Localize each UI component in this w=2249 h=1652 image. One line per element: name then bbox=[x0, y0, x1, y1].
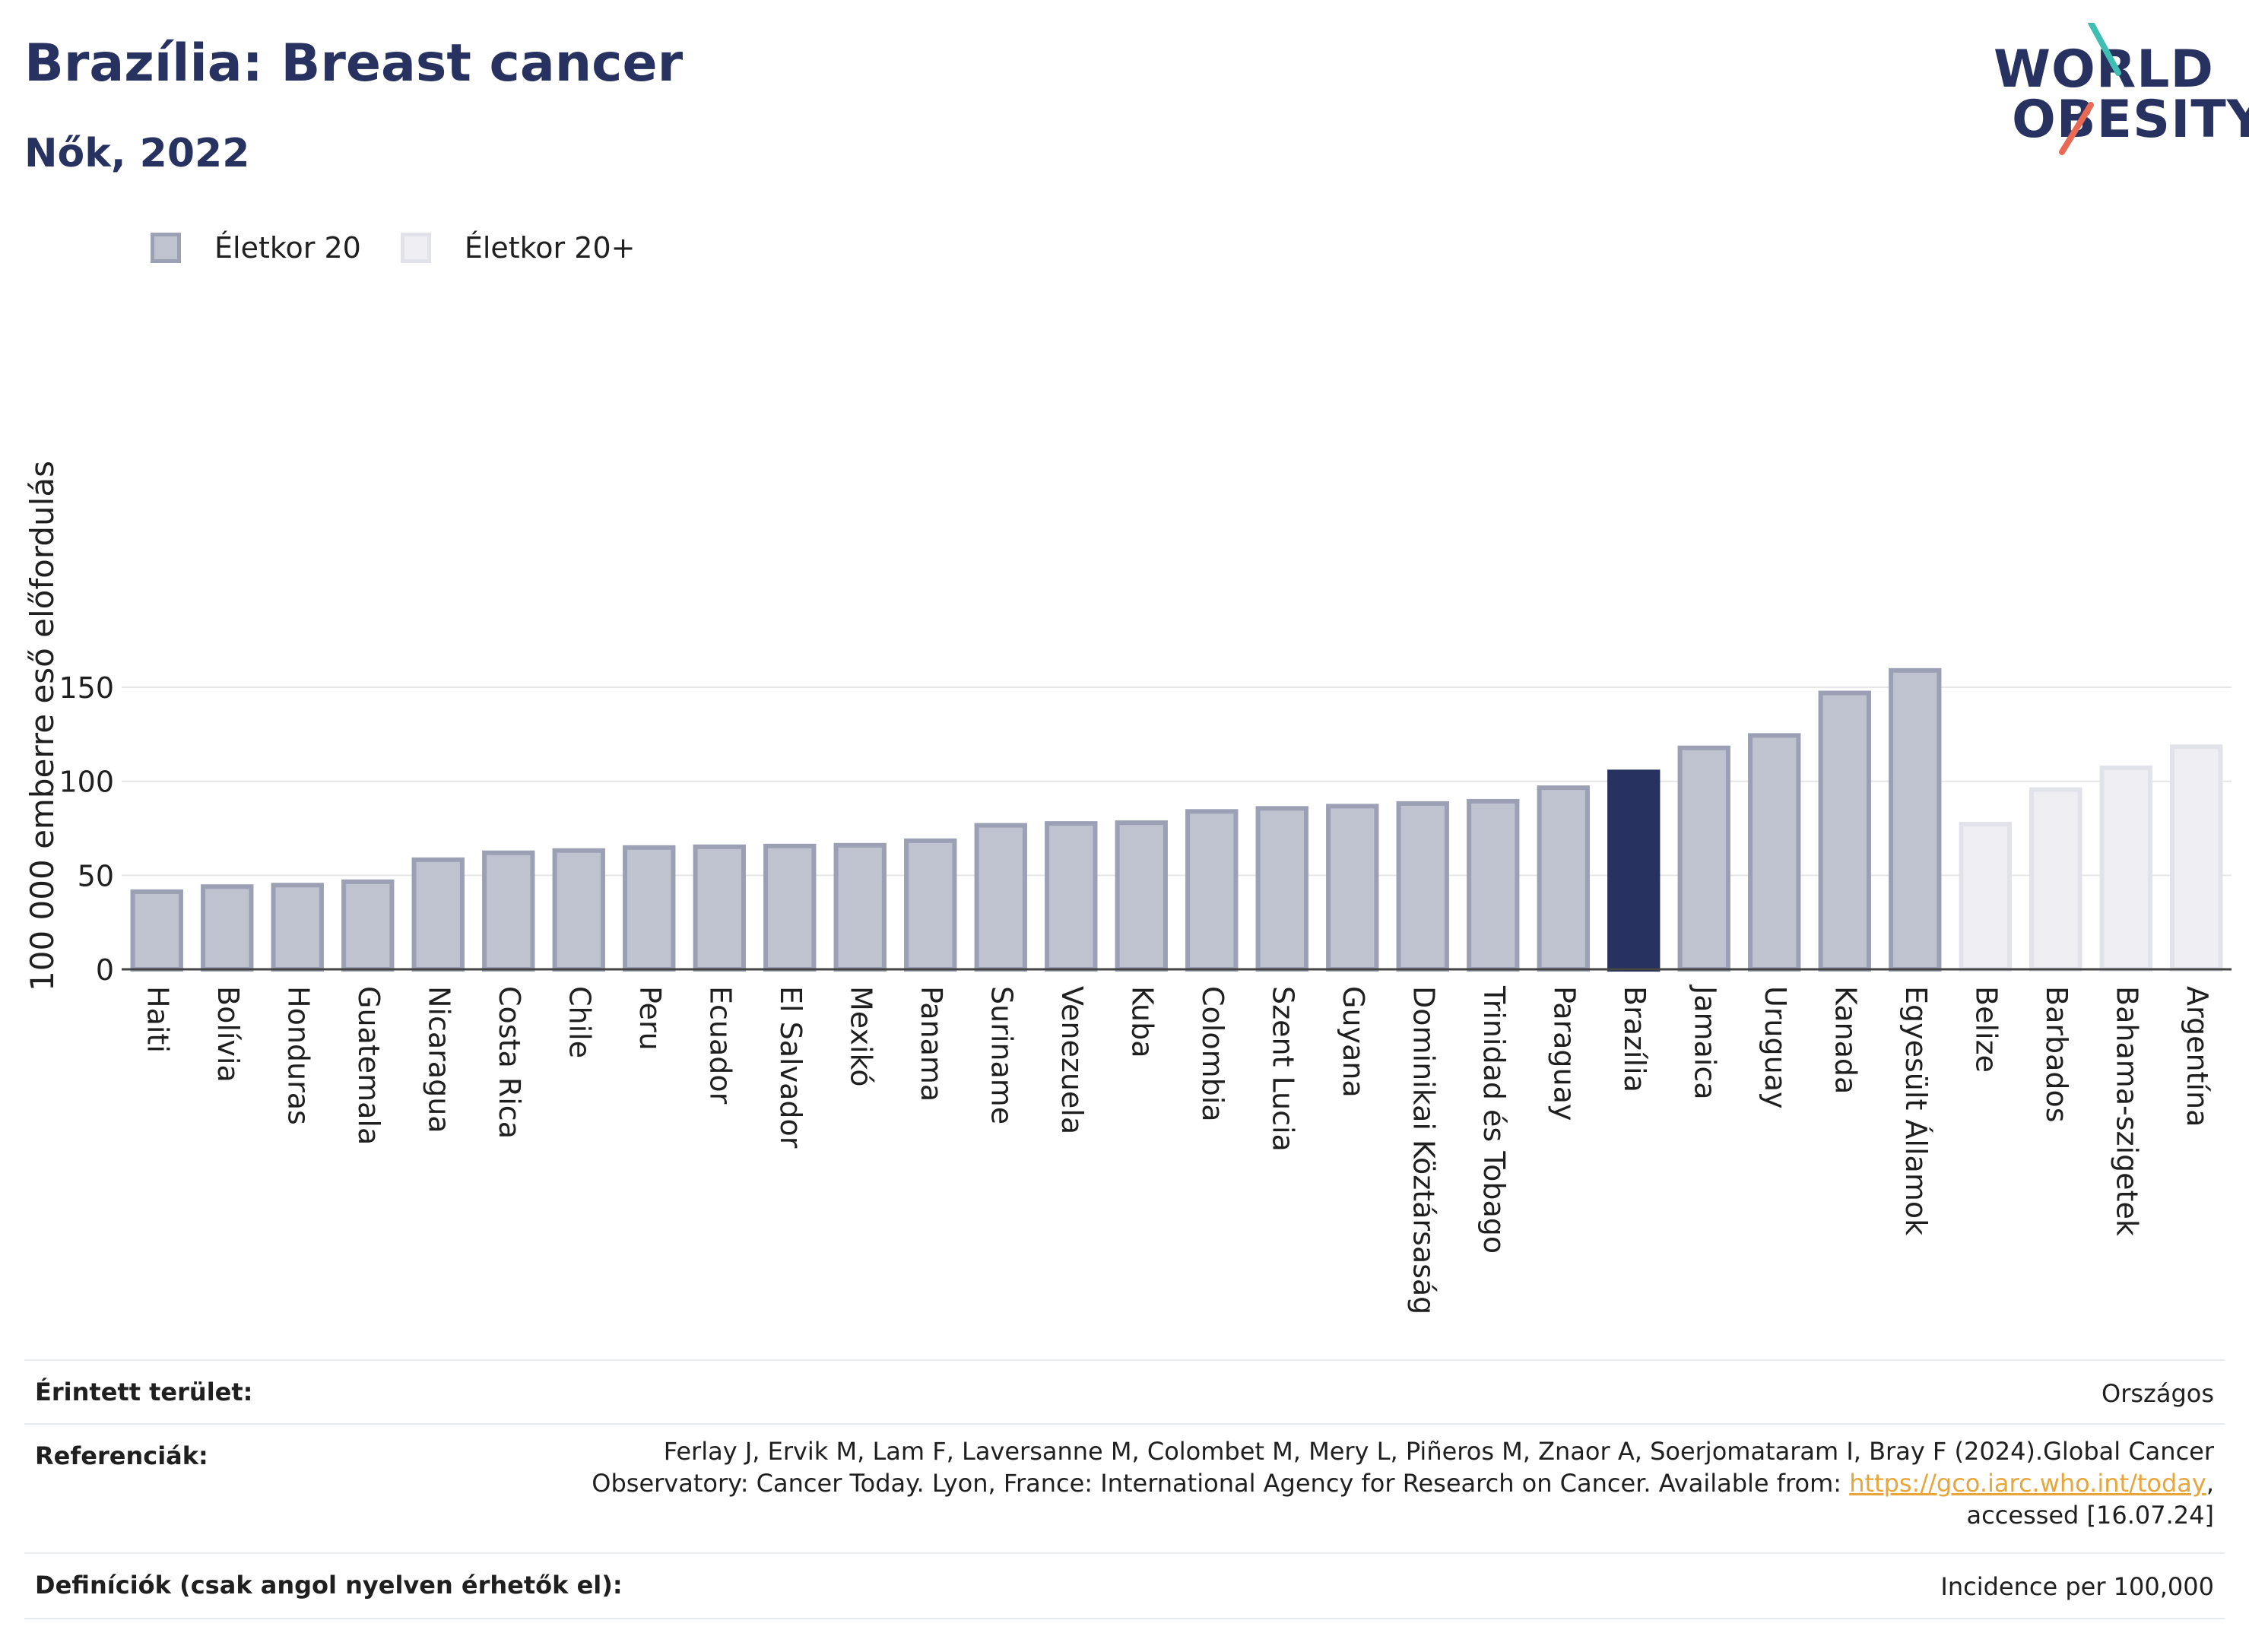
bar-4 bbox=[411, 857, 465, 972]
legend-label-age-20-plus: Életkor 20+ bbox=[464, 231, 636, 265]
x-tick-label-15: Colombia bbox=[1196, 986, 1229, 1122]
bar-24 bbox=[1818, 690, 1871, 972]
x-tick-label-10: Mexikó bbox=[844, 986, 877, 1086]
legend-swatch-age-20-plus bbox=[400, 233, 431, 263]
bar-3 bbox=[341, 879, 395, 972]
x-tick-label-4: Nicaragua bbox=[422, 986, 455, 1134]
bar-11 bbox=[904, 838, 957, 972]
x-tick-label-23: Uruguay bbox=[1759, 986, 1792, 1109]
bar-18 bbox=[1396, 801, 1449, 972]
bar-16 bbox=[1255, 806, 1308, 972]
y-tick-label-0: 0 bbox=[96, 953, 114, 987]
info-ref-label: Referenciák: bbox=[35, 1441, 208, 1470]
bar-1 bbox=[201, 884, 254, 972]
legend-item-age-20-plus[interactable]: Életkor 20+ bbox=[400, 231, 636, 265]
x-tick-label-21: Brazília bbox=[1618, 986, 1651, 1092]
x-tick-label-18: Dominikai Köztársaság bbox=[1407, 986, 1440, 1314]
ref-line-2: Observatory: Cancer Today. Lyon, France:… bbox=[592, 1467, 2214, 1499]
x-tick-label-8: Ecuador bbox=[703, 986, 737, 1105]
bar-22 bbox=[1677, 745, 1730, 972]
ref-line-2-text: Observatory: Cancer Today. Lyon, France:… bbox=[592, 1469, 1850, 1498]
x-tick-label-6: Chile bbox=[563, 986, 596, 1058]
logo-line-2: OBESITY bbox=[2012, 90, 2249, 150]
legend-swatch-age-20 bbox=[151, 233, 181, 263]
x-tick-label-24: Kanada bbox=[1829, 986, 1862, 1094]
info-def-value: Incidence per 100,000 bbox=[1940, 1572, 2214, 1601]
bar-7 bbox=[623, 845, 676, 972]
y-tick-label-150: 150 bbox=[59, 671, 114, 705]
bar-12 bbox=[974, 823, 1027, 972]
info-row-area: Érintett terület: Országos bbox=[24, 1359, 2225, 1425]
bar-15 bbox=[1185, 809, 1239, 972]
bar-9 bbox=[763, 843, 817, 972]
ref-line-2-end: , bbox=[2206, 1469, 2214, 1498]
bar-14 bbox=[1115, 820, 1168, 972]
x-tick-label-16: Szent Lucia bbox=[1266, 986, 1299, 1152]
reference-link[interactable]: https://gco.iarc.who.int/today bbox=[1849, 1469, 2206, 1498]
x-tick-label-22: Jamaica bbox=[1688, 985, 1721, 1100]
bar-6 bbox=[552, 848, 605, 972]
bar-29 bbox=[2170, 744, 2223, 972]
x-tick-label-29: Argentína bbox=[2181, 986, 2214, 1127]
x-tick-label-28: Bahama-szigetek bbox=[2110, 986, 2143, 1236]
x-tick-label-14: Kuba bbox=[1125, 986, 1159, 1058]
chart-title: Brazília: Breast cancer bbox=[24, 33, 684, 94]
info-area-label: Érintett terület: bbox=[35, 1378, 253, 1406]
bar-21 bbox=[1607, 769, 1661, 972]
legend-label-age-20: Életkor 20 bbox=[214, 231, 361, 265]
x-tick-label-20: Paraguay bbox=[1547, 986, 1581, 1121]
ref-line-3: accessed [16.07.24] bbox=[1966, 1501, 2214, 1530]
chart-subtitle: Nők, 2022 bbox=[24, 131, 250, 176]
x-tick-label-25: Egyesült Államok bbox=[1899, 986, 1933, 1235]
bar-10 bbox=[833, 842, 887, 972]
x-tick-label-7: Peru bbox=[633, 986, 667, 1051]
logo-slash-icon bbox=[2059, 23, 2121, 155]
y-axis-title: 100 000 emberre eső előfordulás bbox=[24, 461, 61, 991]
bar-17 bbox=[1326, 804, 1379, 972]
chart-legend: Életkor 20 Életkor 20+ bbox=[151, 225, 674, 271]
bar-0 bbox=[130, 889, 183, 972]
x-tick-label-5: Costa Rica bbox=[493, 986, 526, 1139]
world-obesity-logo: WORLD OBESITY bbox=[1984, 23, 2249, 160]
legend-item-age-20[interactable]: Életkor 20 bbox=[151, 231, 361, 265]
x-tick-label-11: Panama bbox=[915, 986, 948, 1102]
bar-8 bbox=[693, 844, 746, 972]
x-tick-label-9: El Salvador bbox=[774, 986, 807, 1149]
bar-23 bbox=[1748, 733, 1801, 972]
bar-13 bbox=[1045, 821, 1098, 972]
bar-5 bbox=[482, 850, 535, 972]
info-area-value: Országos bbox=[2101, 1379, 2214, 1408]
x-tick-label-12: Suriname bbox=[985, 986, 1018, 1124]
x-tick-label-17: Guyana bbox=[1337, 986, 1370, 1098]
x-tick-label-26: Belize bbox=[1969, 986, 2003, 1073]
y-tick-label-50: 50 bbox=[78, 859, 114, 893]
x-tick-label-2: Honduras bbox=[281, 986, 315, 1125]
bar-28 bbox=[2099, 765, 2152, 972]
x-tick-label-1: Bolívia bbox=[211, 986, 245, 1083]
x-tick-label-3: Guatemala bbox=[352, 986, 385, 1145]
bar-2 bbox=[271, 883, 324, 972]
bar-26 bbox=[1959, 822, 2012, 972]
y-tick-label-100: 100 bbox=[59, 766, 114, 799]
x-tick-label-27: Barbados bbox=[2040, 986, 2073, 1123]
info-row-references: Referenciák: Ferlay J, Ervik M, Lam F, L… bbox=[24, 1423, 2225, 1554]
bar-19 bbox=[1467, 798, 1520, 972]
info-def-label: Definíciók (csak angol nyelven érhetők e… bbox=[35, 1571, 623, 1600]
bar-27 bbox=[2029, 787, 2082, 972]
x-tick-label-0: Haiti bbox=[141, 986, 174, 1053]
info-ref-value: Ferlay J, Ervik M, Lam F, Laversanne M, … bbox=[592, 1435, 2214, 1531]
bar-25 bbox=[1889, 667, 1942, 972]
bar-20 bbox=[1537, 785, 1590, 972]
x-tick-label-13: Venezuela bbox=[1055, 986, 1089, 1134]
x-tick-label-19: Trinidad és Tobago bbox=[1477, 985, 1511, 1254]
ref-line-1: Ferlay J, Ervik M, Lam F, Laversanne M, … bbox=[663, 1437, 2214, 1466]
info-row-definitions: Definíciók (csak angol nyelven érhetők e… bbox=[24, 1552, 2225, 1619]
